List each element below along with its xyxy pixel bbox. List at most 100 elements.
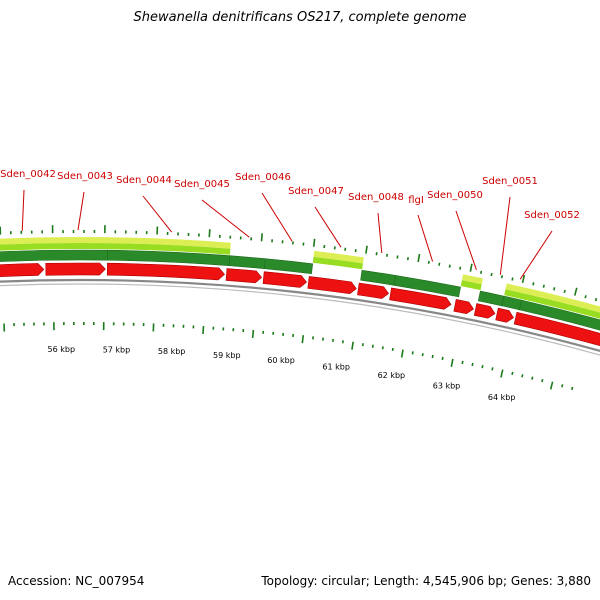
scale-label: 61 kbp — [322, 363, 350, 372]
gc-band-outer-1 — [313, 250, 364, 264]
gene-block-green-8 — [519, 299, 600, 331]
gene-label: Sden_0050 — [427, 190, 483, 201]
outer-tick — [438, 262, 441, 266]
gene-block-green-5 — [393, 275, 461, 298]
outer-tick — [479, 270, 483, 274]
cds-arrow-6 — [357, 282, 389, 299]
gene-block-green-2 — [228, 255, 266, 270]
gene-label-leader — [142, 195, 173, 233]
gc-band-inner-3 — [504, 289, 600, 319]
inner-tick — [491, 367, 494, 371]
gene-block-green-6 — [477, 290, 505, 307]
outer-tick — [553, 287, 556, 291]
cds-arrow-1 — [45, 262, 106, 276]
gene-label-leader — [455, 210, 477, 271]
inner-tick — [471, 362, 474, 367]
inner-tick — [400, 349, 404, 358]
scale-label: 59 kbp — [213, 351, 241, 360]
scale-label: 63 kbp — [433, 381, 461, 390]
cds-arrow-4 — [262, 271, 307, 288]
cds-arrow-2 — [106, 262, 225, 281]
cds-arrow-10 — [495, 307, 514, 323]
cds-arrow-11 — [513, 311, 600, 347]
gc-band-outer-3 — [505, 283, 600, 313]
outer-tick — [490, 272, 493, 277]
gc-band-outer-2 — [461, 274, 483, 285]
scale-label: 62 kbp — [378, 371, 406, 380]
gene-label: Sden_0048 — [348, 192, 404, 203]
scale-labels: 56 kbp 57 kbp 58 kbp 59 kbp 60 kbp 61 kbp 62 k… — [48, 345, 516, 402]
map-title: Shewanella denitrificans OS217, complete… — [133, 10, 467, 25]
gene-label-leader — [201, 199, 250, 238]
gene-labels: Sden_0042 Sden_0043 Sden_0044 Sden_0045 Sden… — [0, 169, 580, 280]
inner-tick — [461, 360, 464, 365]
inner-tick — [411, 351, 414, 355]
inner-tick — [421, 353, 424, 357]
gene-label-leader — [519, 230, 553, 280]
scale-label: 57 kbp — [103, 345, 131, 354]
cds-arrow-9 — [473, 303, 496, 319]
inner-tick — [561, 384, 564, 388]
inner-tick — [511, 371, 514, 376]
outer-tick — [584, 295, 587, 299]
outer-tick — [521, 274, 526, 284]
inner-tick — [202, 325, 205, 335]
scale-label: 64 kbp — [488, 393, 516, 402]
outer-tick — [511, 277, 514, 281]
cds-arrow-7 — [389, 287, 452, 310]
inner-tick — [431, 354, 434, 359]
gene-label-leader — [377, 212, 383, 254]
outer-tick — [532, 282, 535, 286]
gc-content-track — [0, 237, 600, 319]
backbone-outer — [0, 278, 600, 353]
outer-tick — [312, 238, 316, 247]
cds-arrow-8 — [453, 299, 474, 315]
gene-track — [0, 249, 600, 347]
outer-tick — [417, 253, 421, 263]
inner-tick — [571, 386, 574, 391]
outer-tick — [459, 266, 462, 270]
inner-tick — [450, 358, 454, 367]
cds-arrow-0 — [0, 263, 45, 277]
outer-tick — [365, 245, 368, 254]
gene-label: Sden_0042 — [0, 169, 56, 180]
gene-label: Sden_0043 — [57, 171, 113, 182]
accession-text: Accession: NC_007954 — [8, 574, 145, 588]
gc-band-inner-1 — [312, 256, 363, 270]
outer-tick — [208, 229, 211, 238]
gene-label-leader — [261, 192, 293, 242]
outer-tick — [260, 233, 264, 242]
gene-label: Sden_0047 — [288, 186, 344, 197]
gene-label-leader — [499, 196, 511, 275]
gene-label: Sden_0046 — [235, 172, 291, 183]
outer-tick — [594, 297, 598, 302]
gene-label: Sden_0044 — [116, 175, 172, 186]
gene-block-green-0 — [0, 249, 108, 262]
gene-block-green-4 — [360, 269, 396, 286]
gene-label: flgI — [408, 195, 424, 206]
tick-marks — [0, 225, 598, 391]
inner-tick — [541, 378, 544, 383]
inner-tick — [521, 374, 524, 378]
gc-band-outer-0 — [0, 237, 231, 249]
scale-label: 56 kbp — [48, 345, 76, 354]
scale-label: 60 kbp — [267, 356, 295, 365]
cds-arrow-5 — [307, 276, 357, 295]
outer-tick — [542, 284, 545, 288]
inner-tick — [351, 341, 354, 350]
scale-label: 58 kbp — [158, 347, 186, 356]
gene-label-leader — [77, 191, 85, 231]
outer-tick — [563, 289, 566, 294]
inner-tick — [251, 329, 255, 338]
inner-tick — [441, 356, 444, 361]
gc-band-inner-2 — [460, 280, 482, 291]
gc-band-inner-0 — [0, 243, 231, 255]
backbone-inner — [0, 283, 600, 356]
outer-tick — [427, 260, 430, 264]
inner-tick — [549, 381, 554, 390]
outer-tick — [448, 264, 451, 268]
outer-tick — [573, 287, 578, 296]
cds-arrow-3 — [225, 268, 263, 284]
gene-label-leader — [21, 189, 25, 231]
